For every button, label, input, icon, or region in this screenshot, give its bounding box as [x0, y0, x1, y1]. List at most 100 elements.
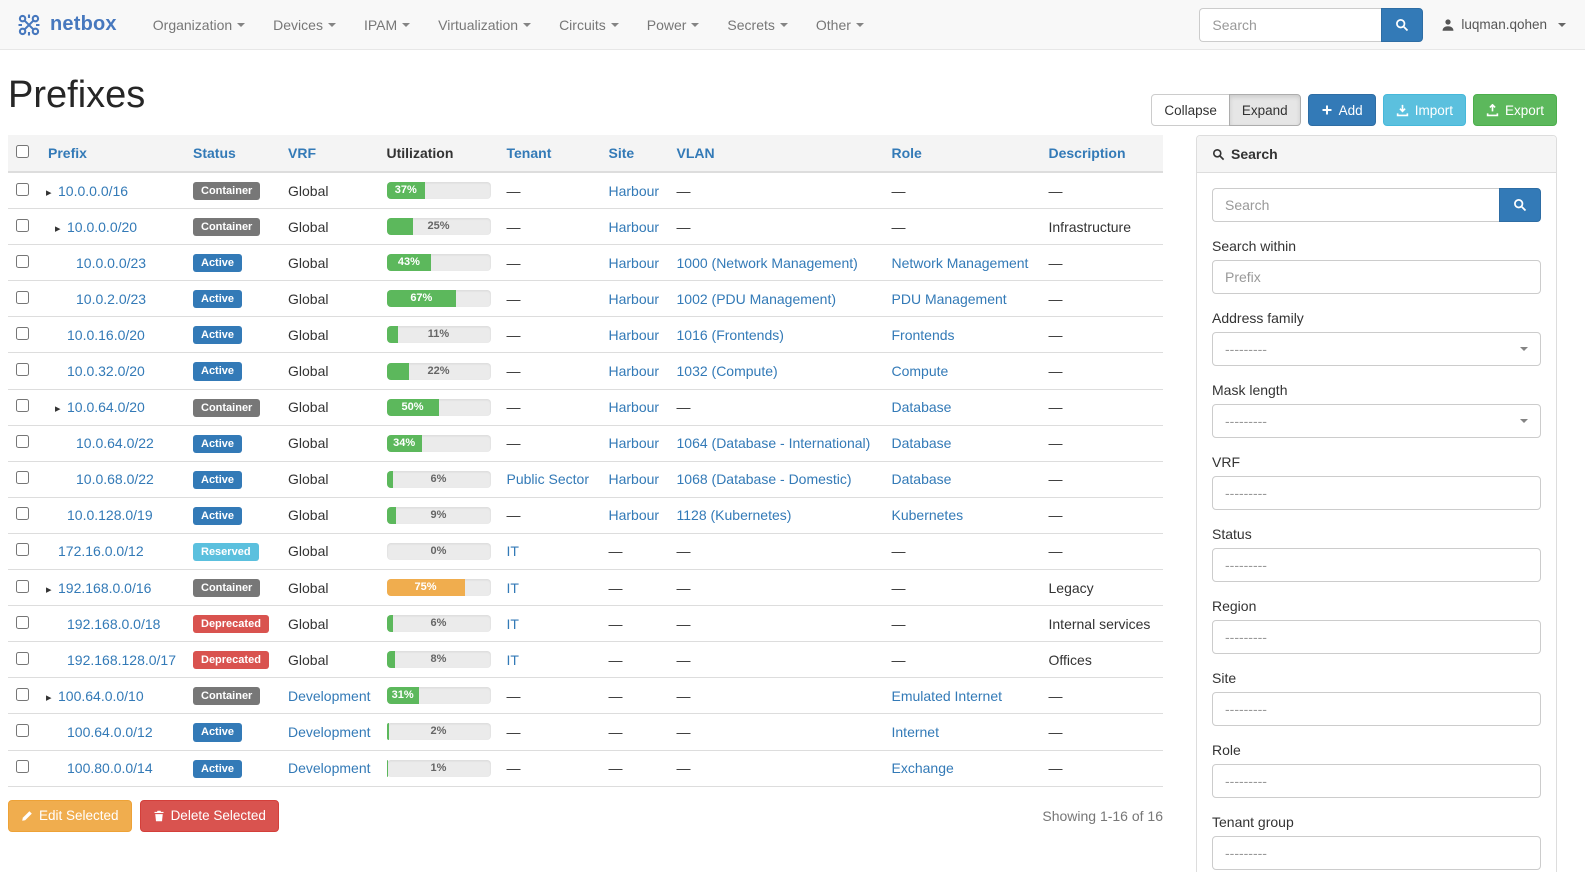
row-checkbox[interactable]	[16, 182, 29, 196]
vrf-link[interactable]: Development	[288, 687, 371, 704]
row-checkbox[interactable]	[16, 290, 29, 304]
role-link[interactable]: Database	[891, 471, 952, 488]
column-header-description[interactable]: Description	[1040, 135, 1163, 173]
site-link[interactable]: Harbour	[608, 254, 660, 271]
vlan-link[interactable]: 1016 (Frontends)	[676, 326, 784, 343]
column-header-vlan[interactable]: VLAN	[668, 135, 884, 173]
region-input[interactable]	[1212, 620, 1541, 654]
tenant-link[interactable]: IT	[506, 579, 519, 596]
role-link[interactable]: Network Management	[891, 254, 1029, 271]
site-link[interactable]: Harbour	[608, 326, 660, 343]
nav-menu-devices[interactable]: Devices	[259, 0, 350, 50]
role-link[interactable]: Internet	[891, 723, 939, 740]
delete-selected-button[interactable]: Delete Selected	[139, 799, 279, 832]
column-header-prefix[interactable]: Prefix	[40, 135, 185, 173]
address-family-select[interactable]: ---------	[1212, 332, 1541, 366]
vlan-link[interactable]: 1000 (Network Management)	[676, 254, 858, 271]
row-checkbox[interactable]	[16, 615, 29, 629]
filter-search-input[interactable]	[1212, 188, 1499, 222]
filter-search-button[interactable]	[1499, 188, 1541, 222]
site-link[interactable]: Harbour	[608, 363, 660, 380]
navbar-search-button[interactable]	[1381, 7, 1424, 42]
site-link[interactable]: Harbour	[608, 435, 660, 452]
prefix-link[interactable]: 100.64.0.0/12	[67, 723, 153, 740]
navbar-search-input[interactable]	[1199, 7, 1382, 42]
prefix-link[interactable]: 192.168.0.0/16	[58, 579, 152, 596]
role-link[interactable]: Database	[891, 399, 952, 416]
site-link[interactable]: Harbour	[608, 471, 660, 488]
row-checkbox[interactable]	[16, 651, 29, 665]
tenant-link[interactable]: IT	[506, 651, 519, 668]
prefix-link[interactable]: 10.0.0.0/23	[76, 254, 147, 271]
prefix-link[interactable]: 100.64.0.0/10	[58, 687, 144, 704]
site-link[interactable]: Harbour	[608, 507, 660, 524]
user-menu[interactable]: luqman.qohen	[1441, 17, 1570, 32]
row-checkbox[interactable]	[16, 760, 29, 774]
column-header-site[interactable]: Site	[600, 135, 669, 173]
edit-selected-button[interactable]: Edit Selected	[8, 799, 132, 832]
nav-menu-power[interactable]: Power	[633, 0, 714, 50]
site-link[interactable]: Harbour	[608, 218, 660, 235]
vlan-link[interactable]: 1128 (Kubernetes)	[676, 507, 792, 524]
vrf-link[interactable]: Development	[288, 760, 371, 777]
site-link[interactable]: Harbour	[608, 182, 660, 199]
role-link[interactable]: Emulated Internet	[891, 687, 1003, 704]
column-header-vrf[interactable]: VRF	[280, 135, 379, 173]
expand-button[interactable]: Expand	[1228, 94, 1301, 126]
column-header-status[interactable]: Status	[185, 135, 280, 173]
vrf-input[interactable]	[1212, 476, 1541, 510]
role-link[interactable]: Kubernetes	[891, 507, 964, 524]
nav-menu-secrets[interactable]: Secrets	[713, 0, 801, 50]
row-checkbox[interactable]	[16, 218, 29, 232]
row-checkbox[interactable]	[16, 435, 29, 449]
tenant-link[interactable]: IT	[506, 615, 519, 632]
vlan-link[interactable]: 1002 (PDU Management)	[676, 290, 837, 307]
role-link[interactable]: Frontends	[891, 326, 955, 343]
prefix-link[interactable]: 100.80.0.0/14	[67, 760, 153, 777]
add-button[interactable]: Add	[1307, 94, 1376, 126]
nav-menu-organization[interactable]: Organization	[139, 0, 259, 50]
row-checkbox[interactable]	[16, 399, 29, 413]
export-button[interactable]: Export	[1472, 94, 1557, 126]
select-all-checkbox[interactable]	[16, 145, 29, 158]
vrf-link[interactable]: Development	[288, 723, 371, 740]
prefix-link[interactable]: 10.0.64.0/22	[76, 435, 154, 452]
tenant-link[interactable]: Public Sector	[506, 471, 589, 488]
row-checkbox[interactable]	[16, 471, 29, 485]
row-checkbox[interactable]	[16, 687, 29, 701]
prefix-link[interactable]: 10.0.16.0/20	[67, 326, 145, 343]
row-checkbox[interactable]	[16, 579, 29, 593]
prefix-link[interactable]: 172.16.0.0/12	[58, 543, 144, 560]
status-input[interactable]	[1212, 548, 1541, 582]
role-link[interactable]: Database	[891, 435, 952, 452]
row-checkbox[interactable]	[16, 254, 29, 268]
row-checkbox[interactable]	[16, 363, 29, 377]
prefix-link[interactable]: 10.0.0.0/20	[67, 218, 138, 235]
tenant-group-input[interactable]	[1212, 836, 1541, 870]
collapse-button[interactable]: Collapse	[1151, 94, 1230, 126]
vlan-link[interactable]: 1032 (Compute)	[676, 363, 778, 380]
prefix-link[interactable]: 10.0.64.0/20	[67, 399, 145, 416]
site-input[interactable]	[1212, 692, 1541, 726]
role-link[interactable]: Compute	[891, 363, 949, 380]
role-link[interactable]: Exchange	[891, 760, 954, 777]
prefix-link[interactable]: 10.0.68.0/22	[76, 471, 154, 488]
nav-menu-other[interactable]: Other	[802, 0, 878, 50]
netbox-brand[interactable]: netbox	[15, 11, 117, 39]
expand-toggle-icon[interactable]: ▸	[46, 186, 52, 199]
tenant-link[interactable]: IT	[506, 543, 519, 560]
expand-toggle-icon[interactable]: ▸	[46, 691, 52, 704]
vlan-link[interactable]: 1064 (Database - International)	[676, 435, 871, 452]
search-within-input[interactable]	[1212, 260, 1541, 294]
expand-toggle-icon[interactable]: ▸	[55, 222, 61, 235]
site-link[interactable]: Harbour	[608, 290, 660, 307]
row-checkbox[interactable]	[16, 543, 29, 557]
prefix-link[interactable]: 10.0.2.0/23	[76, 290, 147, 307]
vlan-link[interactable]: 1068 (Database - Domestic)	[676, 471, 852, 488]
prefix-link[interactable]: 10.0.32.0/20	[67, 363, 145, 380]
nav-menu-circuits[interactable]: Circuits	[545, 0, 633, 50]
expand-toggle-icon[interactable]: ▸	[46, 583, 52, 596]
row-checkbox[interactable]	[16, 723, 29, 737]
import-button[interactable]: Import	[1382, 94, 1466, 126]
prefix-link[interactable]: 192.168.128.0/17	[67, 651, 176, 668]
